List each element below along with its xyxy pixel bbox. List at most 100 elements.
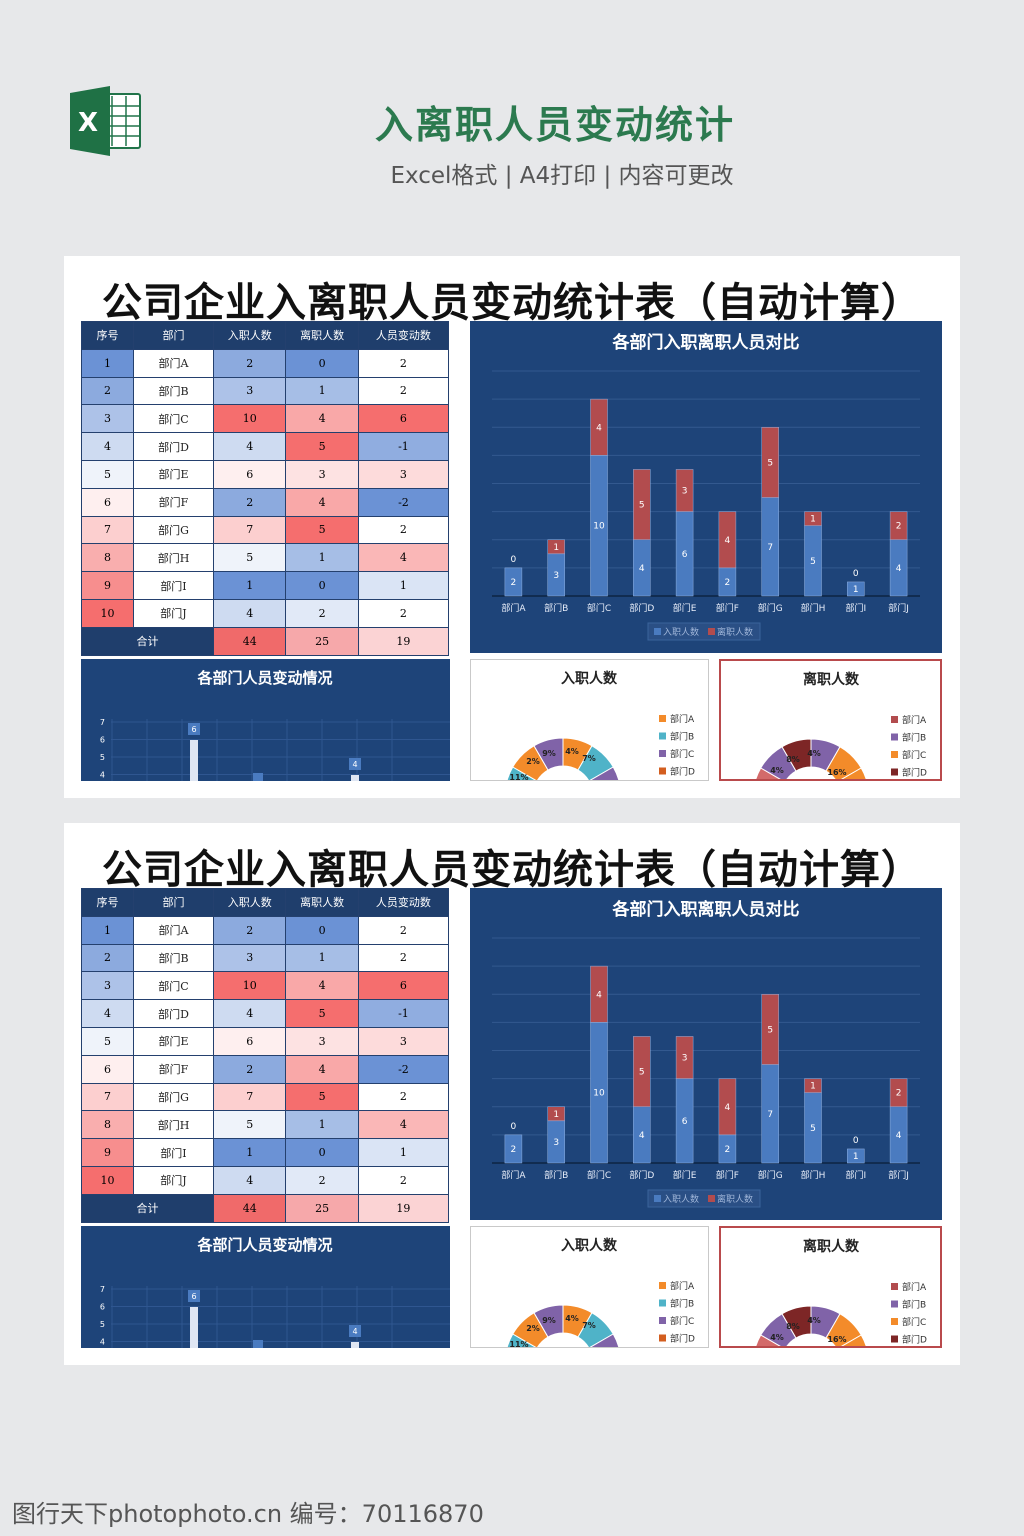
chart-legend: 入职人数 离职人数	[647, 1189, 761, 1208]
legend-label: 入职人数	[663, 1193, 699, 1205]
bar-value-label: 2	[511, 1145, 517, 1155]
row-number: 2	[81, 376, 134, 406]
sheet-preview-1: 公司企业入离职人员变动统计表（自动计算） 序号 部门 入职人数 离职人数 人员变动数 1 部门…	[64, 256, 960, 798]
exit-bar	[761, 994, 779, 1065]
bar-value-label: 4	[639, 1131, 645, 1141]
pie-slice	[589, 1333, 620, 1347]
table-row: 8 部门H 5 1 4	[81, 1110, 450, 1140]
value-label-box	[349, 758, 361, 770]
legend-swatch	[659, 715, 666, 722]
x-tick-label: 部门B	[544, 1169, 568, 1181]
change-cell: -2	[357, 487, 450, 517]
legend-swatch	[659, 767, 666, 775]
exit-bar	[761, 427, 779, 498]
entry-bar	[504, 567, 523, 597]
column-header: 部门	[133, 321, 214, 350]
legend-label: 部门D	[902, 767, 927, 779]
y-tick-label: 5	[100, 753, 105, 762]
table-row: 8 部门H 5 1 4	[81, 543, 450, 573]
bar-value-label: 6	[191, 725, 196, 734]
x-tick-label: 部门E	[673, 602, 697, 614]
exit-cell: 5	[285, 432, 359, 461]
exit-cell: 3	[285, 1026, 359, 1056]
bar-value-label: 3	[553, 571, 559, 581]
entry-bar	[847, 1148, 865, 1164]
table-row: 10 部门J 4 2 2	[81, 1165, 450, 1195]
entry-cell: 7	[212, 515, 287, 545]
pie-percent-label: 4%	[565, 747, 579, 756]
table-row: 5 部门E 6 3 3	[81, 459, 450, 489]
exit-bar	[889, 511, 908, 540]
change-cell: 2	[357, 376, 450, 406]
dept-cell: 部门G	[133, 515, 214, 545]
bar-value-label: 4	[725, 1103, 731, 1113]
entry-cell: 4	[212, 999, 287, 1028]
row-number: 5	[81, 459, 134, 489]
change-bar	[351, 775, 359, 781]
exit-bar	[675, 1036, 694, 1079]
bar-value-label: 5	[810, 1124, 816, 1134]
y-tick-label: 4	[100, 1338, 105, 1347]
entry-cell: 1	[212, 571, 287, 600]
change-chart-svg: 各部门人员变动情况 7 6 5 4 6 4	[100, 669, 450, 781]
column-header: 离职人数	[285, 888, 359, 917]
chart-title: 各部门入职离职人员对比	[612, 899, 800, 920]
entry-cell: 2	[212, 1054, 287, 1084]
entry-cell: 4	[212, 1165, 287, 1195]
entry-exit-chart: 各部门入职离职人员对比 2 0 部门A 3 1 部门B 10 4 部门C 4 5 部门D 6 3 部门E 2 4 部…	[470, 321, 942, 653]
legend-label: 部门C	[670, 748, 694, 760]
exit-cell: 1	[285, 1110, 359, 1140]
total-label: 合计	[81, 626, 214, 656]
legend-swatch	[891, 1318, 898, 1325]
chart-title: 离职人数	[803, 671, 860, 688]
bar-value-label: 4	[596, 990, 602, 1000]
exit-bar	[547, 539, 565, 555]
exit-cell: 1	[285, 376, 359, 406]
bar-value-label: 1	[853, 1152, 859, 1162]
exit-cell: 3	[285, 459, 359, 489]
row-number: 7	[81, 515, 134, 545]
column-header: 序号	[81, 888, 134, 917]
bar-value-label: 10	[593, 522, 605, 532]
legend-swatch	[891, 1335, 898, 1343]
table-row: 6 部门F 2 4 -2	[81, 1054, 450, 1084]
column-header: 部门	[133, 888, 214, 917]
bar-value-label: 5	[810, 557, 816, 567]
pie-percent-label: 4%	[770, 766, 784, 775]
dept-cell: 部门F	[133, 1054, 214, 1084]
exit-bar	[804, 1078, 822, 1093]
bar-value-label: 3	[553, 1138, 559, 1148]
table-row: 7 部门G 7 5 2	[81, 1082, 450, 1112]
chart-title: 各部门人员变动情况	[196, 1236, 332, 1254]
entry-exit-chart: 各部门入职离职人员对比 2 0 部门A 3 1 部门B 10 4 部门C 4 5 部门D 6 3 部门E 2 4 部…	[470, 888, 942, 1220]
legend-box	[647, 1189, 761, 1208]
entry-exit-chart-svg: 各部门入职离职人员对比20部门A31部门B104部门C45部门D63部门E24部…	[492, 899, 920, 1208]
legend-swatch	[891, 733, 898, 741]
change-bar	[253, 773, 263, 781]
change-cell: 2	[357, 515, 450, 545]
bar-value-label: 5	[767, 458, 773, 468]
exit-bar	[633, 1036, 651, 1107]
legend-label: 部门A	[902, 714, 927, 726]
pie-percent-label: 11%	[509, 773, 528, 781]
legend-swatch	[891, 1300, 898, 1308]
legend-box	[647, 622, 761, 641]
exit-cell: 2	[285, 1165, 359, 1195]
y-tick-label: 7	[100, 718, 105, 727]
pie-percent-label: 11%	[509, 1340, 528, 1348]
bar-value-label: 4	[352, 1327, 357, 1336]
dept-cell: 部门I	[133, 1138, 214, 1167]
x-tick-label: 部门I	[845, 602, 866, 614]
entry-pie-chart: 入职人数 11% 2% 9% 4% 7% 部门A 部门B 部门C 部门D	[470, 1226, 709, 1348]
table-header-row: 序号 部门 入职人数 离职人数 人员变动数	[81, 321, 450, 350]
exit-cell: 5	[285, 515, 359, 545]
row-number: 9	[81, 571, 134, 600]
y-tick-label: 5	[100, 1320, 105, 1329]
dept-cell: 部门B	[133, 376, 214, 406]
change-cell: 1	[357, 1138, 450, 1167]
bar-value-label: 4	[896, 564, 902, 574]
dept-cell: 部门J	[133, 1165, 214, 1195]
table-row: 3 部门C 10 4 6	[81, 404, 450, 434]
legend-label: 入职人数	[663, 626, 699, 638]
